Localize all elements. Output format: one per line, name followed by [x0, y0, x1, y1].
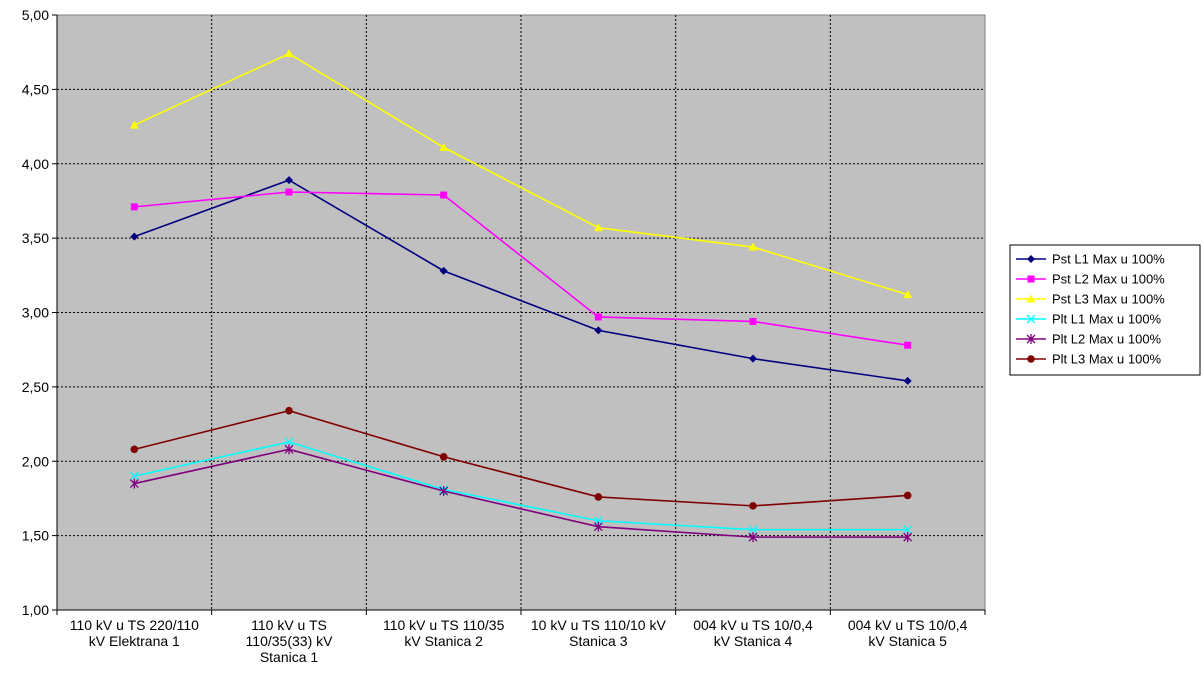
series-line: [134, 179, 908, 382]
data-point: [285, 176, 293, 185]
data-point: [903, 525, 913, 535]
series-3: [129, 49, 913, 299]
data-point: [439, 266, 448, 275]
data-point: [593, 223, 603, 232]
x-tick-label: 110 kV u TS 110/35(33) kV Stanica 1: [246, 617, 334, 665]
y-tick-label: 3,50: [22, 230, 49, 246]
legend-box: [1009, 244, 1201, 376]
y-tick-label: 3,00: [22, 305, 49, 321]
data-point: [130, 203, 138, 211]
data-point: [284, 49, 294, 58]
x-tick-label: 110 kV u TS 110/35 kV Stanica 2: [383, 617, 505, 649]
y-tick-label: 1,00: [22, 602, 49, 618]
series-2: [130, 188, 912, 349]
legend-label: Pst L1 Max u 100%: [1052, 252, 1165, 267]
data-point: [594, 493, 603, 501]
legend-label: Plt L1 Max u 100%: [1052, 312, 1162, 327]
x-tick-label: 110 kV u TS 220/110 kV Elektrana 1: [70, 617, 199, 649]
legend: Pst L1 Max u 100% Pst L2 Max u 100% Pst L3…: [1009, 244, 1201, 376]
legend-item: Plt L3 Max u 100%: [1016, 352, 1162, 367]
legend-label: Plt L3 Max u 100%: [1052, 352, 1162, 367]
legend-item: Pst L1 Max u 100%: [1016, 252, 1165, 267]
data-point: [749, 502, 757, 510]
data-point: [285, 188, 293, 196]
grid-lines: [57, 15, 985, 610]
data-point: [130, 232, 139, 241]
data-point: [749, 354, 757, 363]
series-6: [130, 406, 912, 510]
y-tick-label: 4,50: [22, 81, 49, 97]
data-point: [284, 444, 294, 455]
series-line: [134, 191, 908, 347]
data-point: [903, 532, 913, 543]
data-point: [903, 290, 913, 299]
data-point: [594, 326, 603, 335]
series-line: [134, 441, 908, 531]
legend-marker: [1026, 334, 1036, 344]
legend-item: Pst L3 Max u 100%: [1016, 292, 1165, 307]
series-layer: [129, 49, 913, 543]
y-tick-label: 2,50: [22, 379, 49, 395]
series-5: [129, 444, 913, 543]
data-point: [285, 406, 293, 415]
data-point: [749, 317, 757, 325]
y-tick-label: 2,00: [22, 453, 49, 469]
y-tick-label: 1,50: [22, 528, 49, 544]
data-point: [129, 120, 139, 129]
series-1: [130, 176, 912, 385]
legend-label: Pst L3 Max u 100%: [1052, 292, 1165, 307]
legend-label: Pst L2 Max u 100%: [1052, 272, 1165, 287]
legend-marker: [1027, 255, 1035, 263]
legend-item: Pst L2 Max u 100%: [1016, 272, 1165, 287]
data-point: [440, 191, 448, 199]
legend-item: Plt L1 Max u 100%: [1016, 312, 1162, 327]
series-line: [133, 52, 908, 296]
legend-marker: [1027, 275, 1035, 283]
y-tick-label: 4,00: [22, 156, 49, 172]
data-point: [439, 452, 448, 461]
data-point: [439, 142, 449, 151]
data-point: [284, 437, 294, 447]
data-point: [130, 445, 139, 454]
legend-label: Plt L2 Max u 100%: [1052, 332, 1162, 347]
legend-item: Plt L2 Max u 100%: [1016, 332, 1162, 347]
y-tick-label: 5,00: [22, 7, 49, 23]
x-tick-label: 004 kV u TS 10/0,4 kV Stanica 5: [848, 617, 968, 649]
data-point: [129, 478, 139, 489]
legend-marker: [1026, 314, 1036, 324]
data-point: [594, 313, 602, 321]
data-point: [439, 486, 449, 496]
series-line: [134, 448, 908, 538]
data-point: [903, 491, 912, 500]
x-tick-label: 10 kV u TS 110/10 kV Stanica 3: [531, 617, 667, 649]
x-tick-label: 004 kV u TS 10/0,4 kV Stanica 4: [693, 617, 813, 649]
data-point: [748, 532, 758, 543]
legend-marker: [1027, 355, 1035, 363]
data-point: [903, 376, 912, 385]
axes: 1,00 1,50 2,00 2,50 3,00 3,50 4,00 4,50 5,00 110 …: [22, 7, 986, 665]
legend-marker: [1026, 294, 1036, 303]
data-point: [593, 521, 603, 532]
data-point: [748, 525, 758, 535]
data-point: [904, 341, 912, 349]
data-point: [748, 242, 758, 251]
data-point: [129, 471, 139, 481]
series-line: [134, 409, 908, 507]
